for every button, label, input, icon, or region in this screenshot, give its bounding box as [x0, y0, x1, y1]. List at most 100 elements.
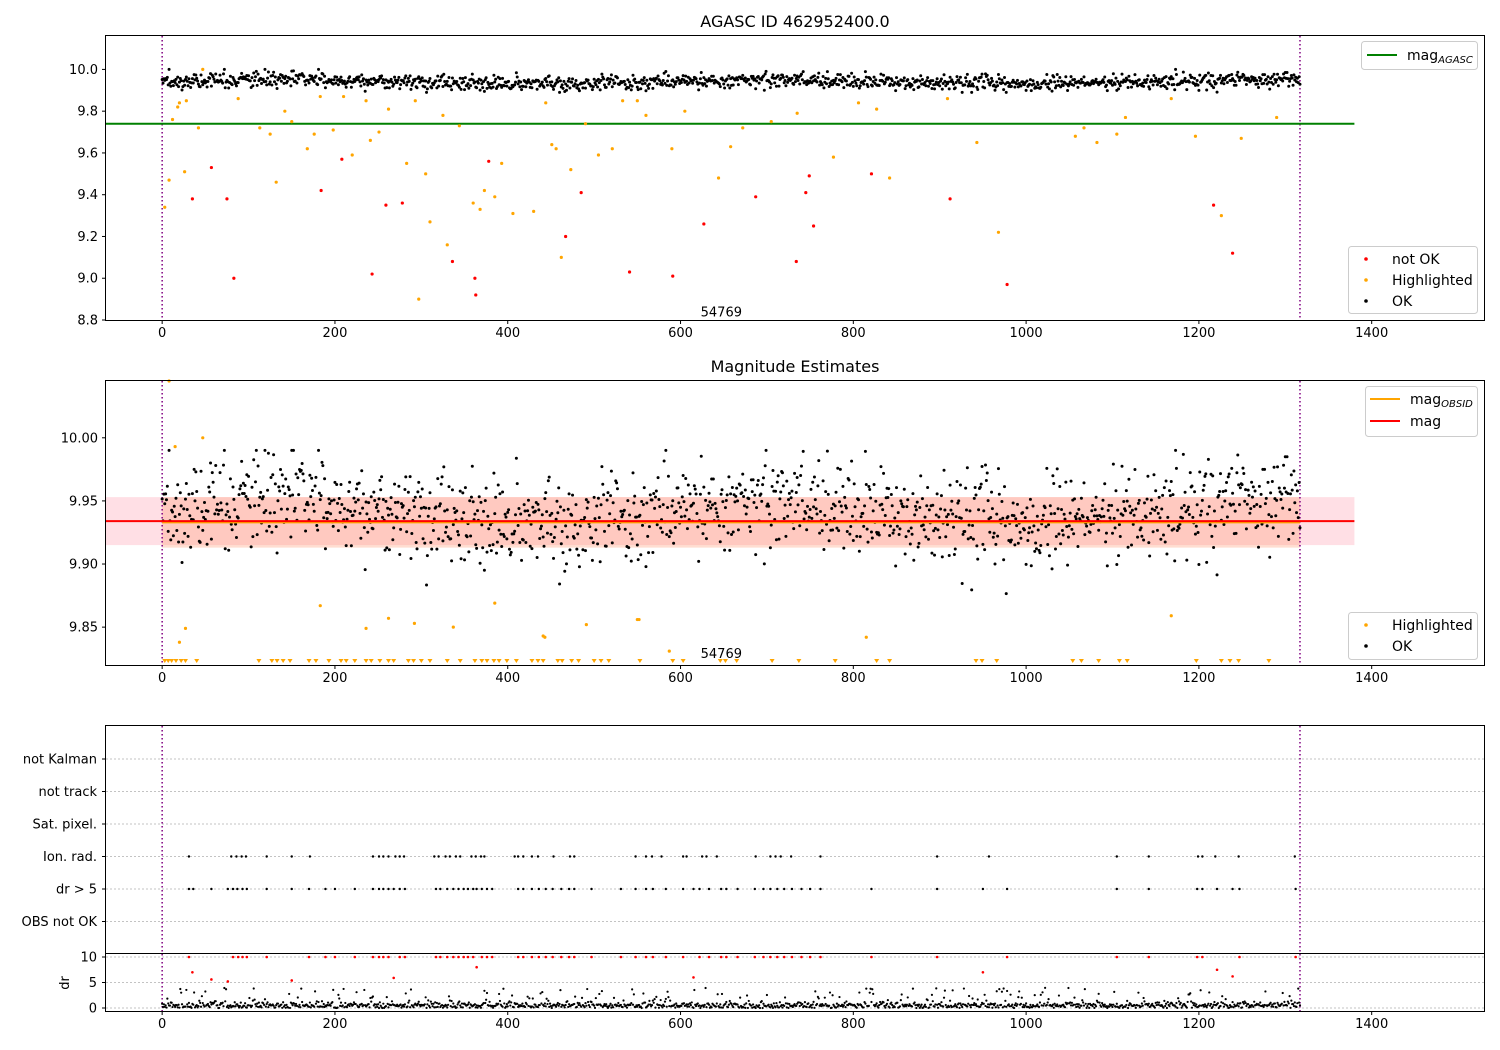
- dr-point: [942, 1005, 945, 1008]
- dr-point: [1120, 1004, 1124, 1007]
- ok-point: [393, 482, 397, 486]
- ok-point: [978, 485, 982, 489]
- ok-point: [877, 533, 881, 537]
- ok-point: [449, 537, 453, 541]
- ok-point: [390, 512, 394, 516]
- ok-point: [871, 509, 875, 513]
- ok-point: [294, 472, 298, 476]
- dr-point: [1290, 999, 1293, 1002]
- ok-point: [1203, 474, 1207, 478]
- ok-point: [279, 79, 283, 83]
- ok-point: [538, 537, 542, 541]
- dr-point: [603, 1002, 606, 1006]
- dr-point: [170, 1001, 173, 1004]
- ok-point: [717, 524, 721, 528]
- highlighted-point: [283, 109, 287, 113]
- ok-point: [1238, 486, 1242, 490]
- ok-point: [447, 75, 451, 79]
- ok-point: [175, 83, 179, 87]
- dr-point: [924, 1005, 927, 1009]
- dr-point: [358, 1005, 361, 1008]
- not-ok-point: [671, 274, 675, 278]
- ok-point: [606, 76, 610, 80]
- ok-point: [698, 492, 702, 496]
- ok-point: [1112, 516, 1116, 520]
- highlighted-point: [457, 124, 461, 128]
- dr-point: [252, 987, 255, 990]
- ok-point: [844, 79, 848, 83]
- ok-point: [1035, 514, 1039, 518]
- dr-point: [1097, 992, 1100, 995]
- ok-point: [371, 82, 375, 86]
- dr-point: [931, 1000, 934, 1003]
- dr-point: [1020, 996, 1023, 999]
- dr-point: [785, 1006, 788, 1009]
- dr-point: [1186, 1000, 1189, 1004]
- ok-point: [503, 512, 507, 516]
- flag-point: [1196, 855, 1200, 858]
- ok-point: [301, 472, 305, 476]
- dr-point: [1298, 1004, 1302, 1007]
- ok-point: [887, 76, 891, 80]
- dr-point: [967, 994, 971, 998]
- ok-point: [1282, 463, 1286, 467]
- dr-point: [600, 989, 604, 993]
- ok-point: [1264, 496, 1268, 500]
- ok-point: [494, 495, 498, 499]
- dr-point: [666, 990, 669, 993]
- ok-point: [215, 508, 219, 512]
- dr-point: [1057, 994, 1061, 997]
- ok-point: [1206, 457, 1210, 461]
- ok-point: [825, 70, 829, 74]
- ok-point: [964, 486, 968, 490]
- dr-point: [178, 1006, 181, 1009]
- dr-point: [1193, 1002, 1196, 1005]
- dr-point: [640, 1006, 643, 1010]
- dr-point: [1011, 1003, 1014, 1006]
- ok-point: [1269, 491, 1273, 495]
- flag-point: [1005, 887, 1009, 891]
- ok-point: [251, 535, 255, 539]
- ok-point: [442, 465, 446, 469]
- dr-point: [544, 1005, 547, 1008]
- dr-point: [1014, 1002, 1017, 1005]
- ok-point: [711, 477, 715, 481]
- flag-point: [434, 887, 438, 891]
- ok-point: [666, 474, 670, 478]
- ok-point: [793, 471, 797, 475]
- ok-point: [1180, 81, 1184, 85]
- ok-point: [638, 513, 642, 517]
- ok-point: [852, 482, 856, 486]
- highlighted-point: [177, 640, 182, 644]
- ok-point: [437, 537, 441, 541]
- dr-point: [1127, 1004, 1131, 1007]
- dr-flagged-point: [551, 955, 554, 959]
- ok-point: [1044, 525, 1048, 529]
- not-ok-point: [794, 259, 798, 264]
- legend-label-mag-agasc: magAGASC: [1407, 48, 1473, 66]
- ok-point: [1111, 462, 1115, 466]
- dr-point: [419, 1005, 422, 1008]
- dr-point: [970, 1003, 973, 1006]
- ok-point: [317, 67, 321, 71]
- dr-point: [739, 996, 742, 999]
- dr-point: [1285, 1004, 1289, 1007]
- dr-point: [256, 1005, 260, 1009]
- dr-point: [993, 1004, 996, 1007]
- flag-point: [516, 887, 520, 891]
- flag-point: [1147, 887, 1150, 891]
- ok-point: [1015, 524, 1019, 528]
- ok-point: [181, 540, 185, 544]
- out-of-range-marker: [606, 659, 612, 663]
- ok-point: [319, 494, 323, 498]
- flag-point: [619, 887, 623, 891]
- dr-point: [548, 1005, 551, 1009]
- ok-point: [1255, 503, 1259, 507]
- ok-point: [1271, 526, 1275, 530]
- ok-point: [418, 514, 422, 518]
- ok-point: [897, 533, 901, 537]
- highlighted-point: [318, 94, 322, 99]
- flag-point: [779, 855, 782, 858]
- ok-point: [425, 554, 429, 558]
- ok-point: [1200, 498, 1204, 502]
